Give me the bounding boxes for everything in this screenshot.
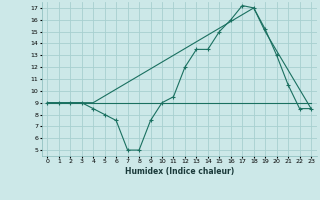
X-axis label: Humidex (Indice chaleur): Humidex (Indice chaleur): [124, 167, 234, 176]
